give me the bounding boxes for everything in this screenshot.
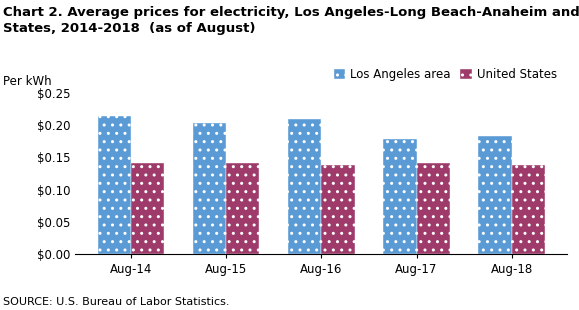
Bar	[226, 163, 259, 254]
Bar	[193, 123, 226, 254]
Bar	[98, 116, 131, 254]
Bar	[512, 165, 545, 254]
Text: SOURCE: U.S. Bureau of Labor Statistics.: SOURCE: U.S. Bureau of Labor Statistics.	[3, 297, 229, 307]
Legend: Los Angeles area, United States: Los Angeles area, United States	[329, 64, 562, 86]
Bar	[131, 163, 164, 254]
Text: Chart 2. Average prices for electricity, Los Angeles-Long Beach-Anaheim and the : Chart 2. Average prices for electricity,…	[3, 6, 579, 35]
Bar	[416, 163, 450, 254]
Text: Per kWh: Per kWh	[3, 75, 52, 88]
Bar	[321, 165, 355, 254]
Bar	[288, 119, 321, 254]
Bar	[478, 136, 512, 254]
Bar	[383, 140, 416, 254]
